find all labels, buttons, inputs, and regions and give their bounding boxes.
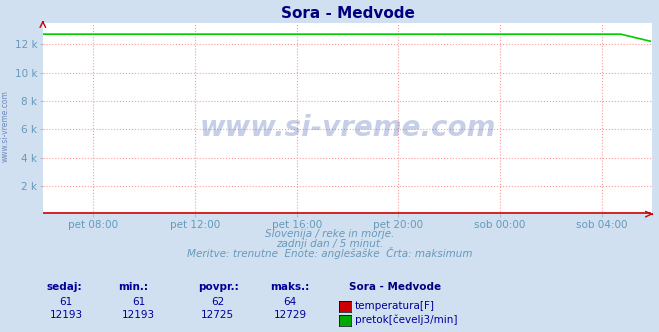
Text: Slovenija / reke in morje.: Slovenija / reke in morje. xyxy=(265,229,394,239)
Text: 64: 64 xyxy=(283,297,297,307)
Text: www.si-vreme.com: www.si-vreme.com xyxy=(200,114,496,142)
Text: zadnji dan / 5 minut.: zadnji dan / 5 minut. xyxy=(276,239,383,249)
Text: 62: 62 xyxy=(211,297,224,307)
Text: 12729: 12729 xyxy=(273,310,306,320)
Title: Sora - Medvode: Sora - Medvode xyxy=(281,6,415,21)
Text: 12193: 12193 xyxy=(49,310,82,320)
Text: Sora - Medvode: Sora - Medvode xyxy=(349,283,442,292)
Text: maks.:: maks.: xyxy=(270,283,310,292)
Text: 61: 61 xyxy=(59,297,72,307)
Text: 12725: 12725 xyxy=(201,310,234,320)
Text: www.si-vreme.com: www.si-vreme.com xyxy=(1,90,10,162)
Text: sedaj:: sedaj: xyxy=(46,283,82,292)
Text: min.:: min.: xyxy=(119,283,149,292)
Text: Meritve: trenutne  Enote: anglešaške  Črta: maksimum: Meritve: trenutne Enote: anglešaške Črta… xyxy=(186,247,473,259)
Text: temperatura[F]: temperatura[F] xyxy=(355,301,434,311)
Text: 61: 61 xyxy=(132,297,145,307)
Text: 12193: 12193 xyxy=(122,310,155,320)
Text: povpr.:: povpr.: xyxy=(198,283,239,292)
Text: pretok[čevelj3/min]: pretok[čevelj3/min] xyxy=(355,314,457,325)
